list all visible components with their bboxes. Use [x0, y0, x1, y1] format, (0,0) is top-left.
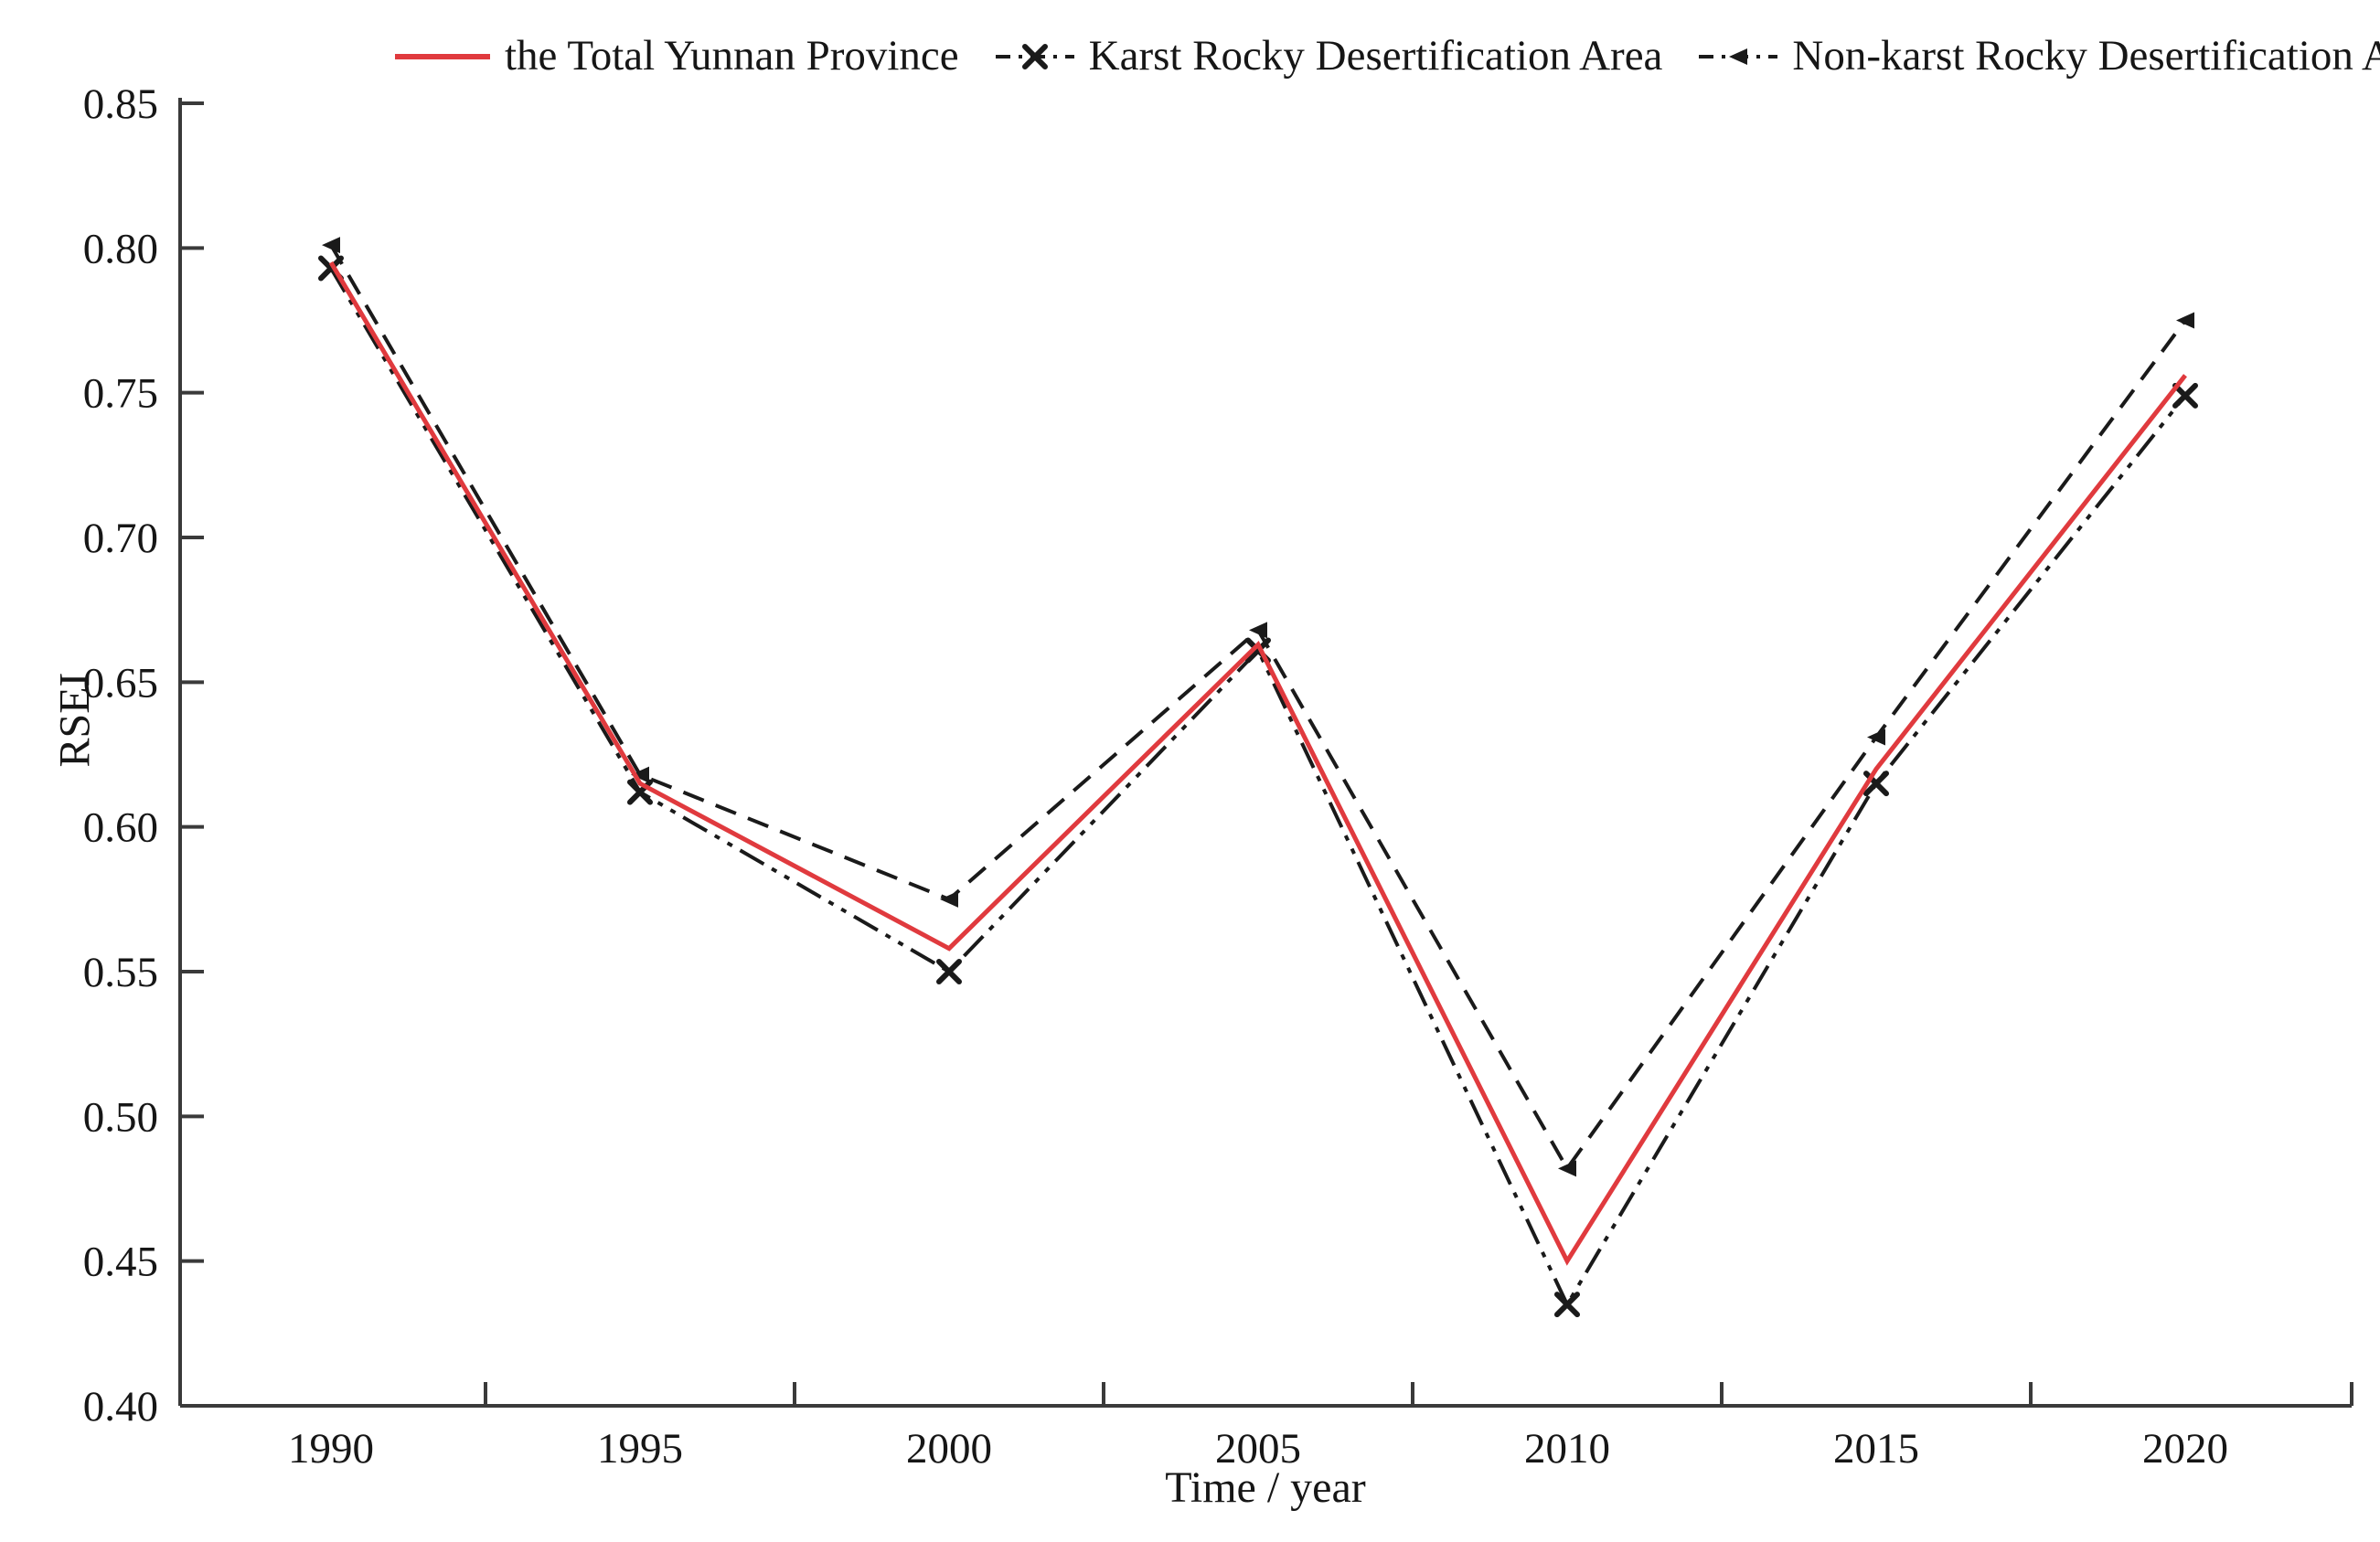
x-tick-label: 2010: [1524, 1425, 1610, 1473]
series-1: [318, 255, 2198, 1318]
x-tick-label: 1990: [288, 1425, 374, 1473]
y-tick-label: 0.60: [83, 804, 158, 852]
y-tick-label: 0.55: [83, 949, 158, 996]
x-tick-label: 2005: [1215, 1425, 1301, 1473]
x-marker-icon: [1021, 43, 1048, 69]
x-tick-label: 2015: [1833, 1425, 1919, 1473]
y-tick-label: 0.80: [83, 225, 158, 272]
x-marker-icon: [2172, 382, 2198, 409]
series-line: [329, 244, 2187, 1173]
legend-item-karst: Karst Rocky Desertification Area: [994, 32, 1663, 80]
y-tick-label: 0.75: [83, 370, 158, 418]
series-2: [322, 237, 2194, 1177]
x-marker-icon: [318, 255, 344, 282]
legend-swatch-total-line-icon: [395, 53, 490, 59]
series-line: [328, 261, 2187, 1266]
series-line: [329, 267, 2187, 1309]
y-tick-label: 0.40: [83, 1383, 158, 1430]
legend-label-total: the Total Yunnan Province: [505, 32, 959, 80]
triangle-marker-icon: [1729, 48, 1748, 65]
triangle-marker-icon: [940, 890, 958, 908]
triangle-marker-icon: [322, 237, 340, 254]
x-tick-label: 1995: [597, 1425, 683, 1473]
x-marker-icon: [936, 959, 962, 984]
legend-label-karst: Karst Rocky Desertification Area: [1088, 32, 1663, 80]
y-tick-label: 0.70: [83, 515, 158, 562]
x-tick-label: 2000: [906, 1425, 992, 1473]
y-tick-label: 0.65: [83, 659, 158, 707]
x-axis-title: Time / year: [1165, 1463, 1366, 1512]
triangle-marker-icon: [2176, 312, 2194, 329]
y-tick-label: 0.85: [83, 80, 158, 128]
triangle-marker-icon: [631, 766, 649, 783]
legend-swatch-karst-line-icon: [995, 43, 1074, 69]
legend-label-nonkarst: Non-karst Rocky Desertification Area: [1792, 32, 2380, 80]
legend-swatch-nonkarst-line-icon: [1699, 48, 1778, 65]
triangle-marker-icon: [1249, 622, 1267, 639]
y-tick-label: 0.45: [83, 1239, 158, 1286]
chart-legend: the Total Yunnan Province Karst Rocky De…: [393, 35, 2380, 78]
y-tick-label: 0.50: [83, 1093, 158, 1141]
x-marker-icon: [1863, 771, 1889, 797]
triangle-marker-icon: [1867, 728, 1885, 746]
x-tick-label: 2020: [2142, 1425, 2228, 1473]
series-0: [328, 261, 2187, 1266]
legend-item-nonkarst: Non-karst Rocky Desertification Area: [1697, 35, 2380, 78]
triangle-marker-icon: [1558, 1160, 1576, 1177]
x-marker-icon: [1554, 1292, 1580, 1318]
legend-item-total: the Total Yunnan Province: [393, 35, 959, 78]
